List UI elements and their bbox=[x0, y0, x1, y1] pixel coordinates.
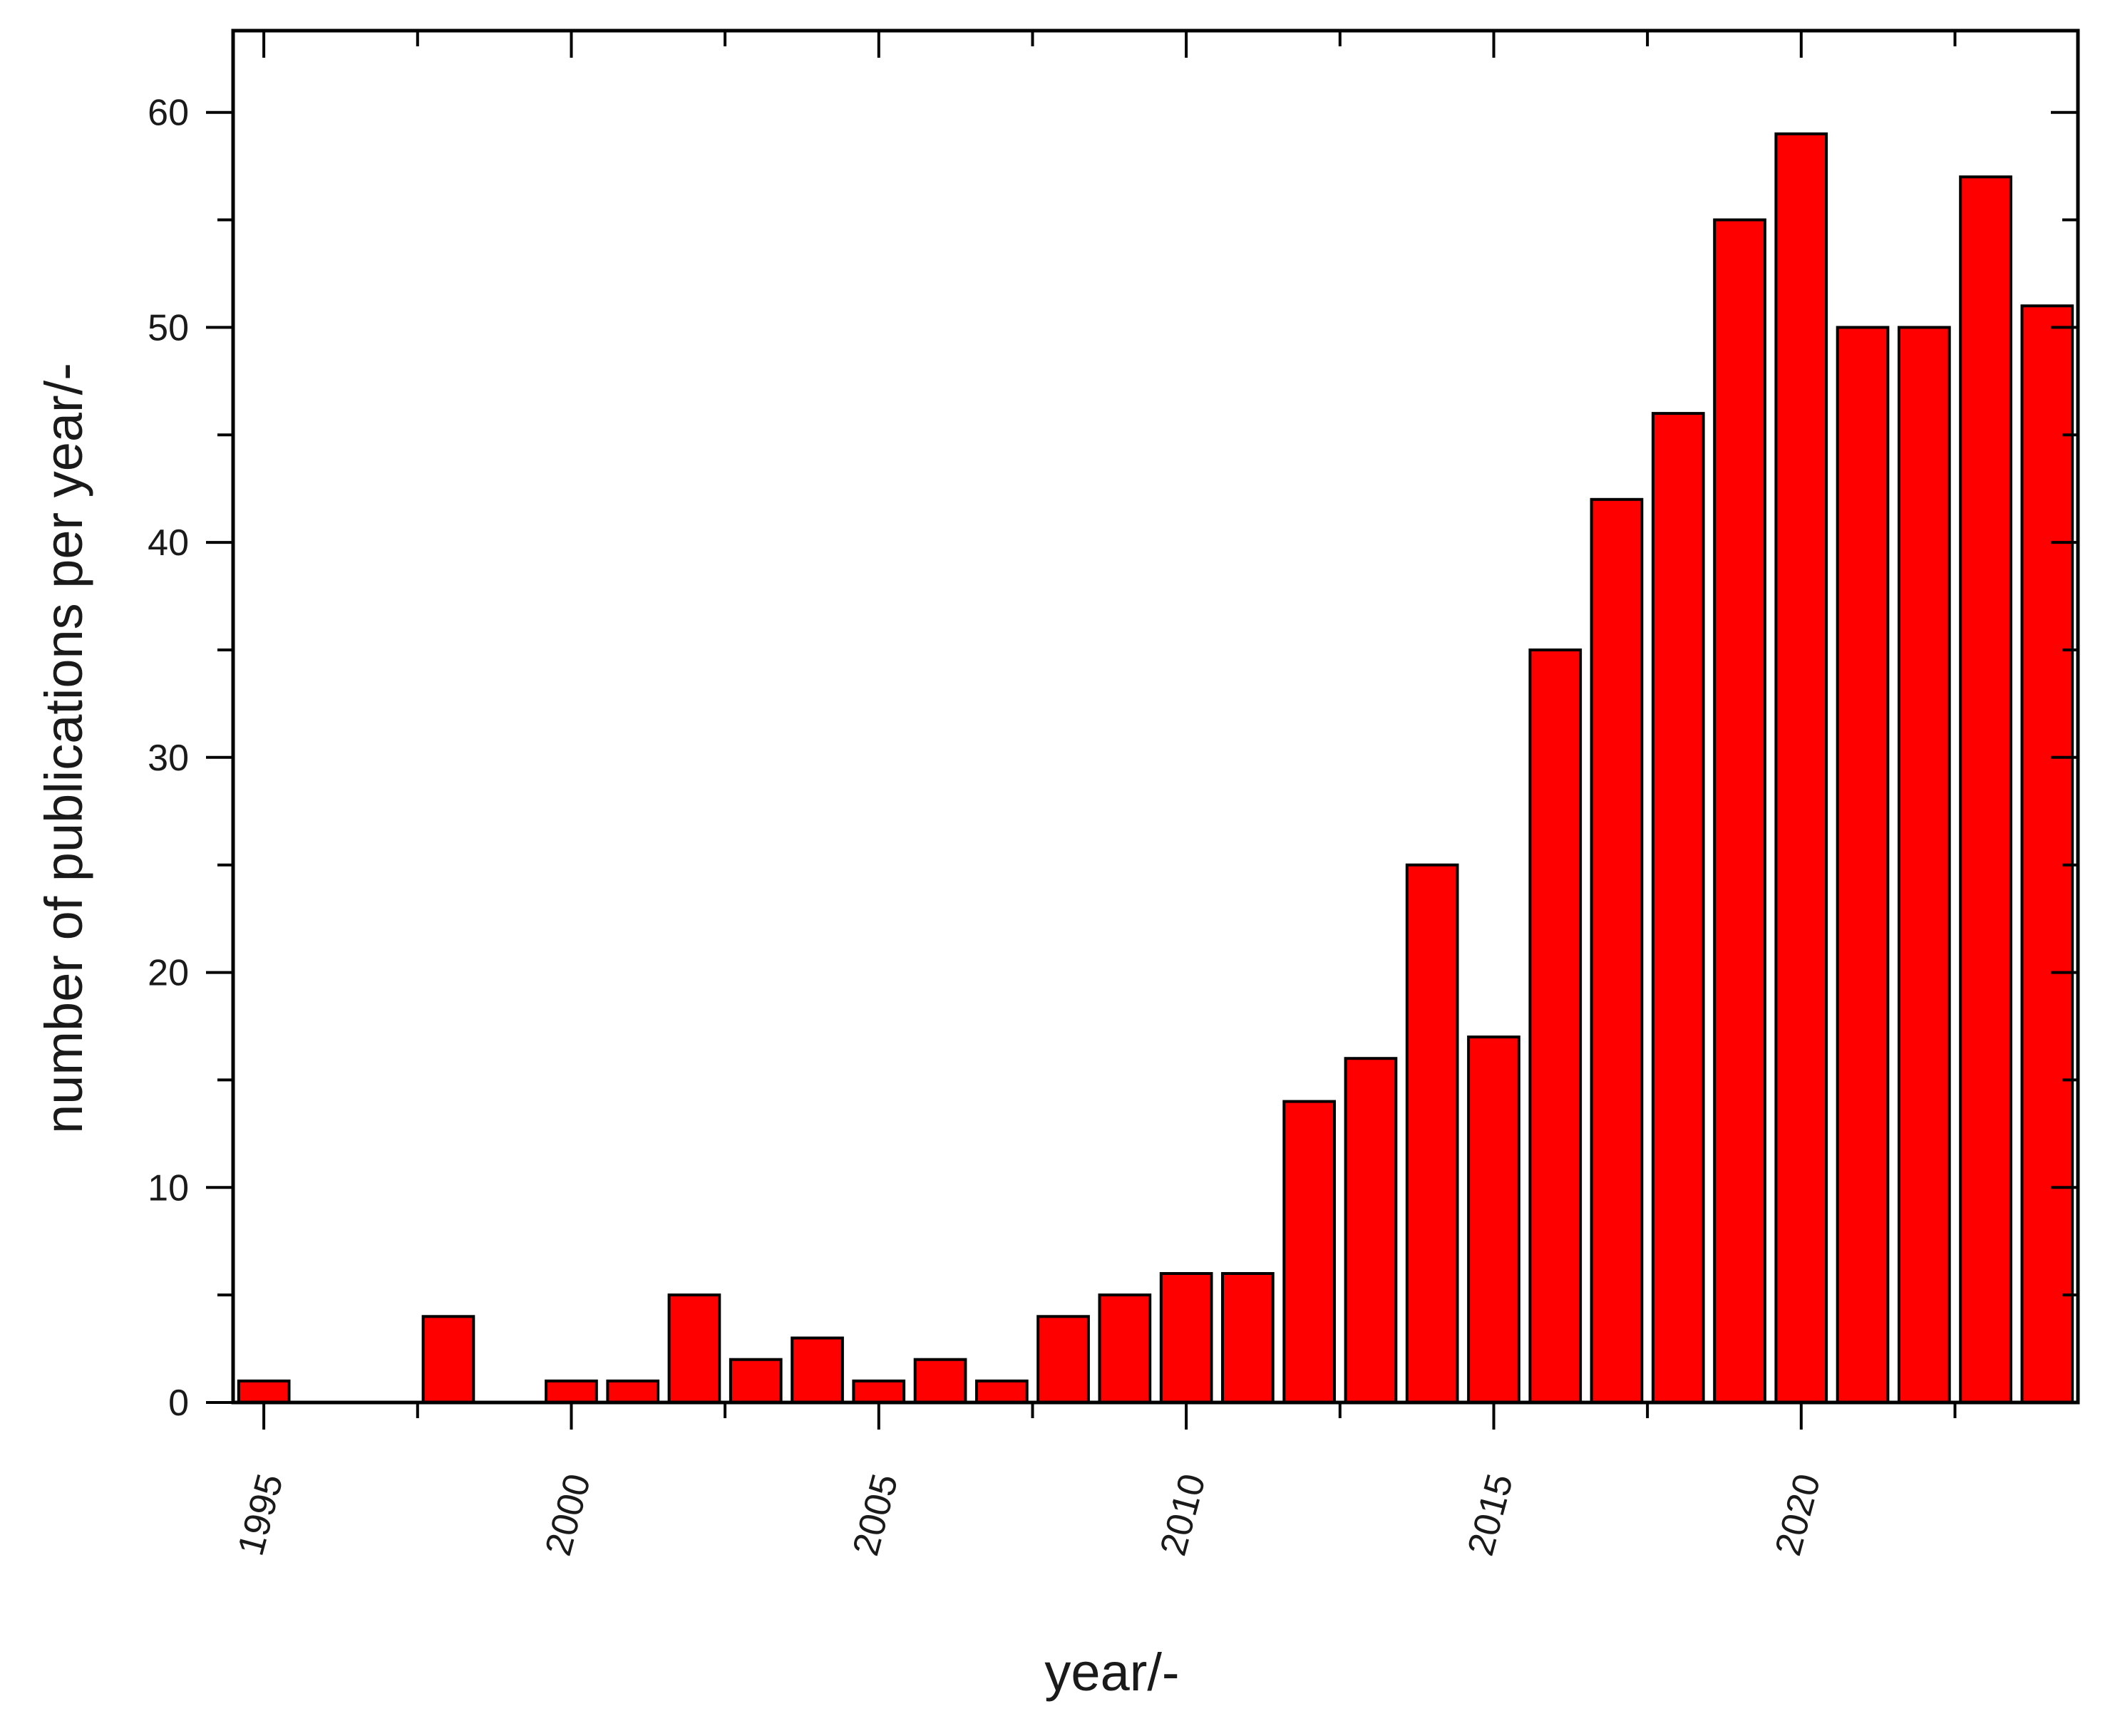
y-tick-label-0: 0 bbox=[168, 1383, 189, 1424]
y-tick-label-20: 20 bbox=[148, 953, 189, 994]
bar-2005 bbox=[852, 1379, 906, 1405]
y-tick-label-50: 50 bbox=[148, 307, 189, 348]
bar-2019 bbox=[1713, 218, 1766, 1404]
bar-2008 bbox=[1036, 1315, 1090, 1405]
bar-2004 bbox=[791, 1336, 844, 1404]
plot-frame bbox=[231, 29, 2080, 1405]
bar-2021 bbox=[1836, 326, 1890, 1404]
bar-2020 bbox=[1774, 132, 1828, 1404]
bar-1998 bbox=[421, 1315, 475, 1405]
y-tick-label-10: 10 bbox=[148, 1167, 189, 1209]
y-axis-title: number of publications per year/- bbox=[34, 363, 93, 1134]
ticks-layer bbox=[206, 31, 2078, 1430]
bar-2018 bbox=[1651, 412, 1705, 1404]
bar-2000 bbox=[545, 1379, 598, 1405]
bar-2003 bbox=[729, 1358, 783, 1404]
bar-2007 bbox=[975, 1379, 1029, 1405]
bar-2010 bbox=[1159, 1272, 1213, 1404]
bar-2015 bbox=[1467, 1035, 1520, 1404]
bar-2022 bbox=[1898, 326, 1951, 1404]
y-tick-label-60: 60 bbox=[148, 93, 189, 134]
y-tick-label-30: 30 bbox=[148, 738, 189, 779]
bar-2014 bbox=[1405, 863, 1459, 1404]
bar-2024 bbox=[2020, 304, 2074, 1405]
bar-2002 bbox=[667, 1293, 721, 1404]
bar-2023 bbox=[1959, 175, 2012, 1405]
bars-layer bbox=[237, 132, 2074, 1405]
bar-2012 bbox=[1282, 1100, 1337, 1404]
bar-1995 bbox=[237, 1379, 291, 1405]
bar-2016 bbox=[1528, 649, 1583, 1404]
bar-2006 bbox=[913, 1358, 967, 1404]
bar-2001 bbox=[606, 1379, 660, 1405]
bar-2011 bbox=[1221, 1272, 1275, 1404]
bar-2013 bbox=[1344, 1057, 1398, 1404]
x-axis-title: year/- bbox=[1044, 1643, 1179, 1702]
bar-2017 bbox=[1590, 497, 1644, 1404]
y-tick-label-40: 40 bbox=[148, 522, 189, 564]
bar-2009 bbox=[1098, 1293, 1152, 1404]
